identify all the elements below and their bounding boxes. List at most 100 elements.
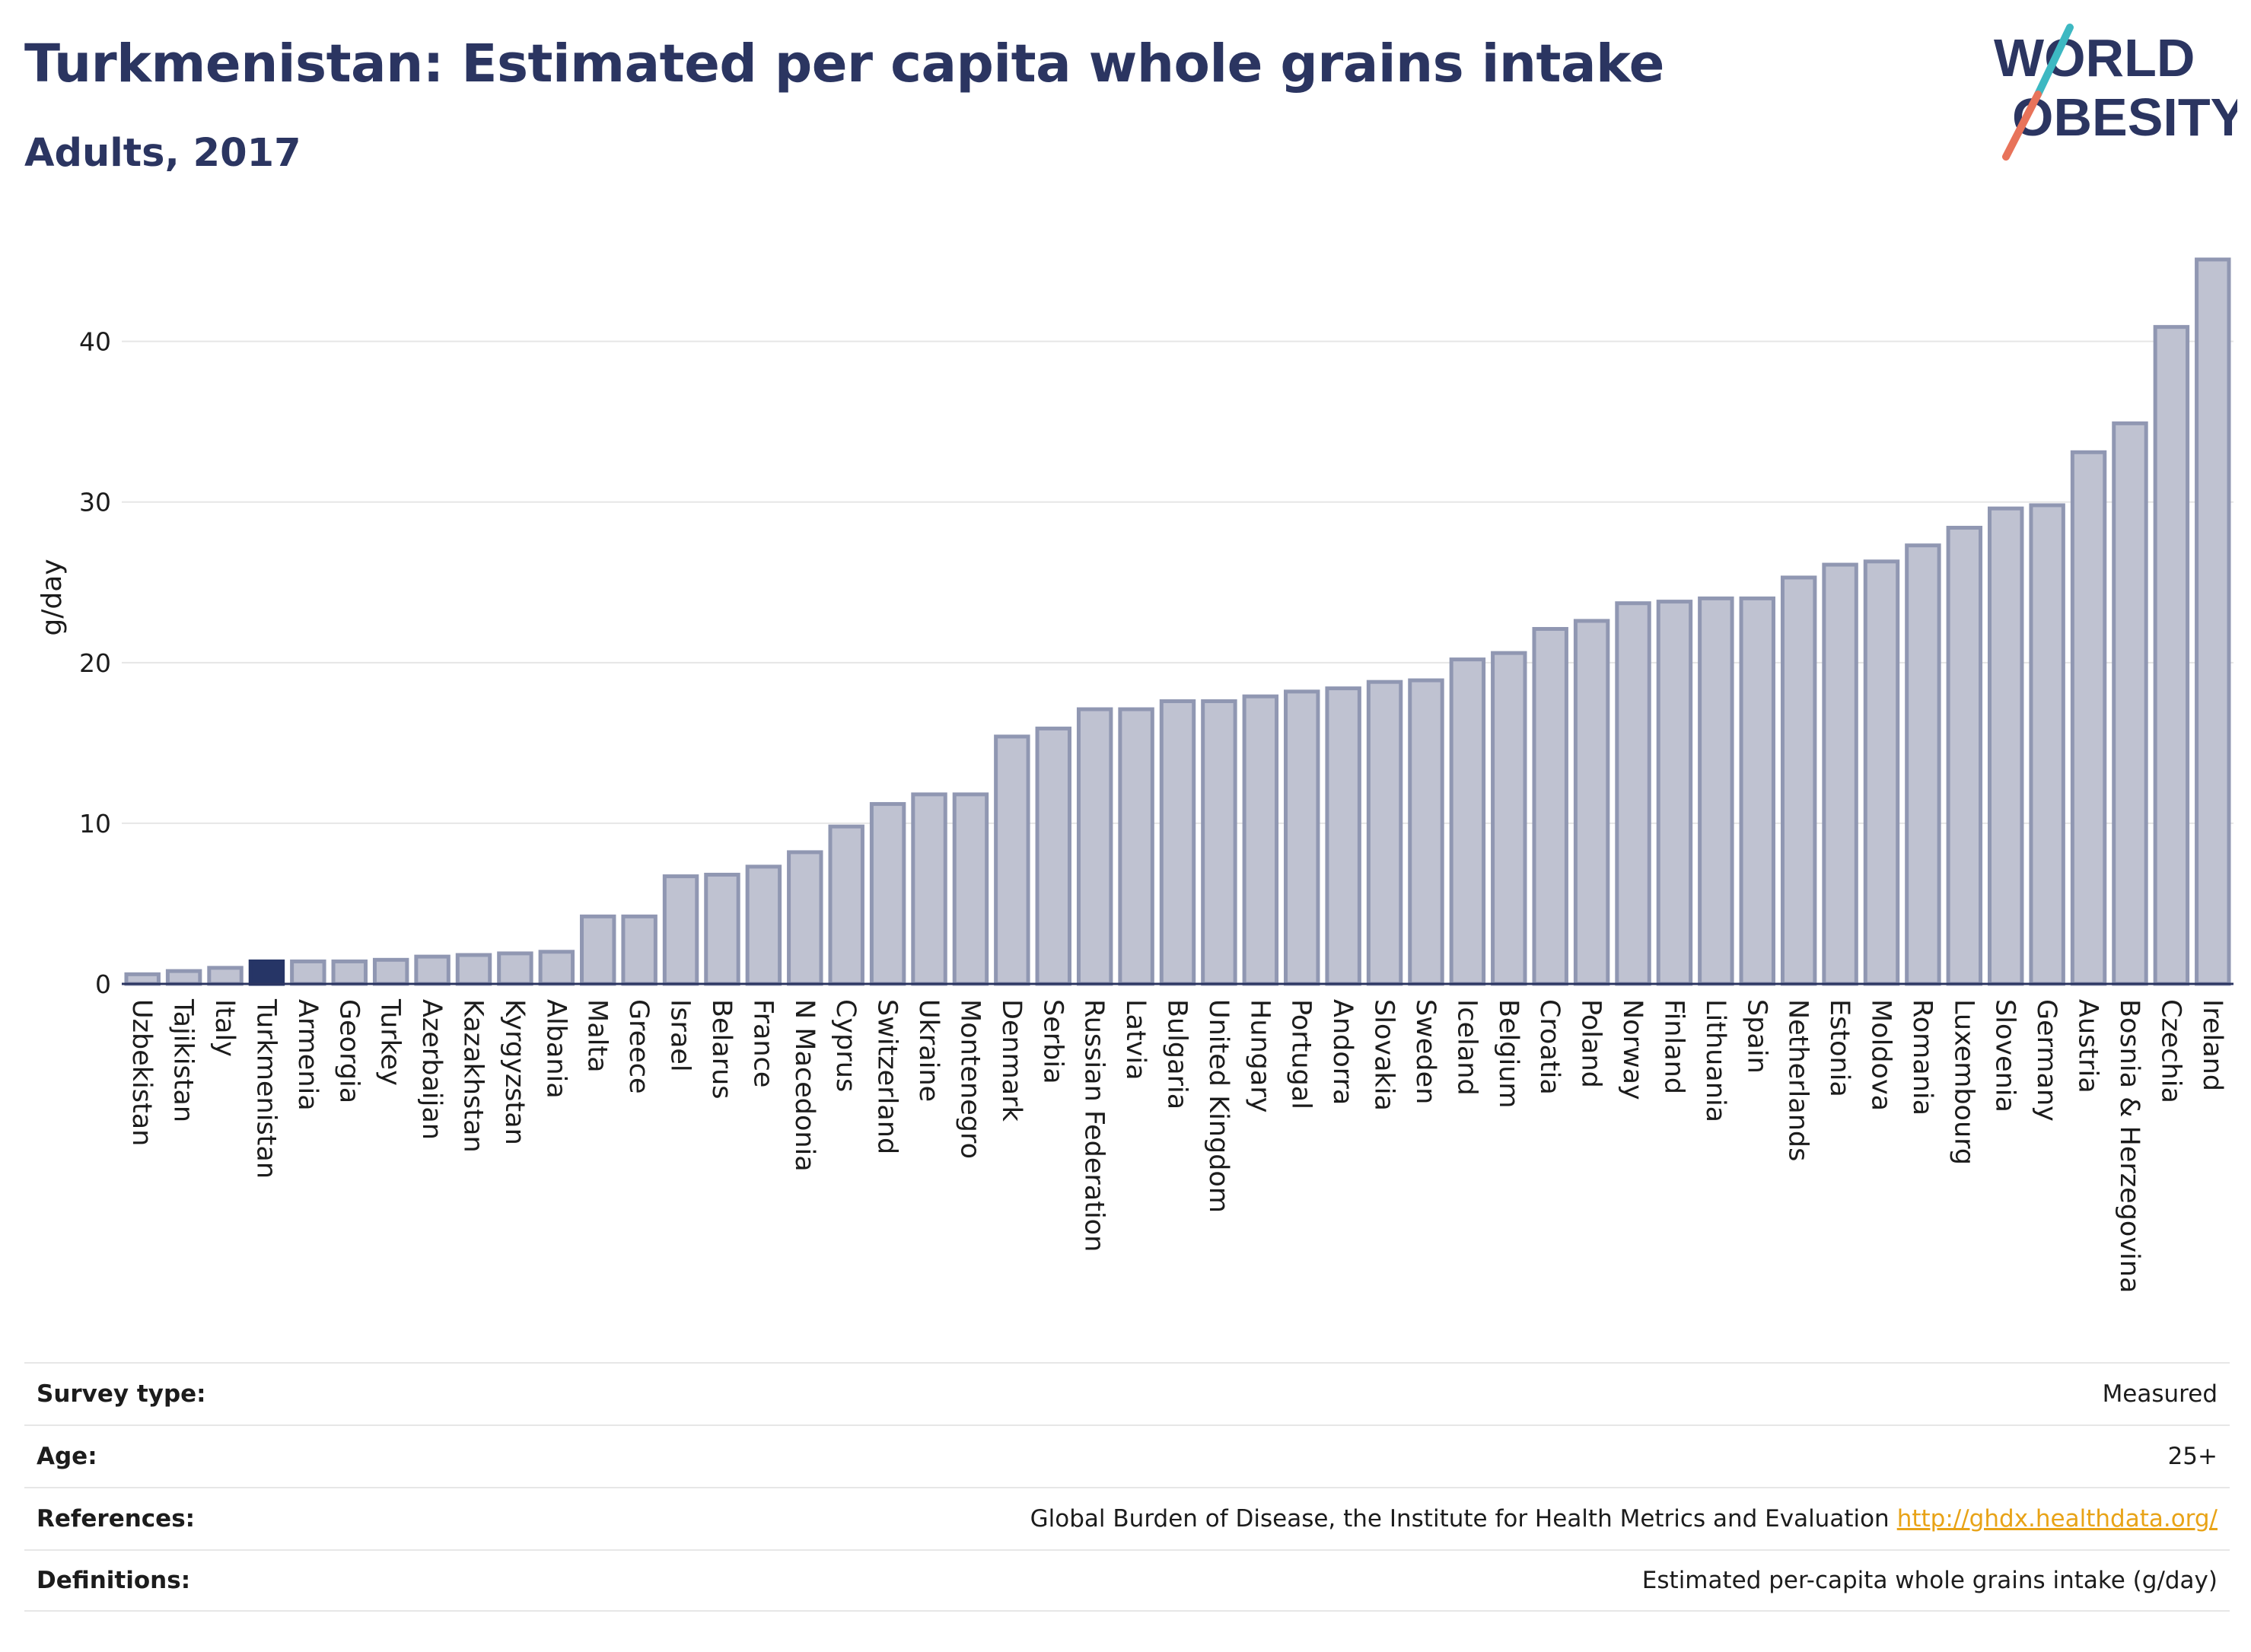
x-tick-label: Finland [1658,999,1689,1094]
x-tick-label: Greece [623,999,654,1094]
x-tick-label: Lithuania [1700,999,1730,1122]
bar [372,957,409,986]
y-tick-label: 10 [79,809,111,839]
info-label: Survey type: [37,1380,206,1408]
bar [2029,503,2065,986]
x-tick-label: Estonia [1824,999,1855,1097]
x-tick-label: Serbia [1037,999,1068,1084]
bar [1822,562,1858,986]
bar [1118,707,1154,986]
info-value: Measured [2102,1380,2218,1408]
bar [1615,601,1651,986]
x-tick-label: Turkmenistan [250,998,281,1179]
x-tick-label: Netherlands [1783,999,1813,1161]
x-tick-label: Ukraine [913,999,944,1102]
bar [1076,707,1113,986]
info-label: Age: [37,1443,97,1470]
x-tick-label: France [747,999,778,1087]
x-tick-label: Malta [582,999,613,1073]
x-tick-label: Luxembourg [1948,999,1979,1165]
bar [787,850,823,986]
info-table: Survey type: Measured Age: 25+ Reference… [24,1362,2230,1612]
bar [1656,600,1693,986]
info-row-definitions: Definitions: Estimated per-capita whole … [24,1549,2230,1612]
x-tick-label: Russian Federation [1079,999,1110,1252]
x-tick-label: Albania [540,999,571,1099]
info-label: References: [37,1505,196,1533]
bar [869,802,906,986]
bar [124,972,161,986]
bar [1532,626,1568,986]
bar [1325,686,1361,986]
x-tick-label: Belgium [1493,999,1523,1109]
x-tick-label: Switzerland [872,999,903,1154]
bar [952,792,989,986]
bar [2153,325,2190,986]
bar [828,824,864,986]
x-tick-label: Portugal [1286,999,1317,1109]
x-tick-label: Tajikistan [168,998,199,1122]
x-tick-label: Hungary [1244,999,1275,1112]
y-axis-label: g/day [37,559,68,635]
bar [1366,680,1403,986]
bar [580,914,616,986]
world-obesity-logo: WORLD OBESITY [1994,24,2237,161]
x-tick-label: Turkey [375,998,406,1086]
x-tick-label: Israel [665,999,696,1072]
bar [331,959,368,986]
page-subtitle: Adults, 2017 [24,131,301,176]
x-tick-label: Andorra [1327,999,1358,1105]
x-tick-label: Italy [209,999,240,1057]
reference-link[interactable]: http://ghdx.healthdata.org/ [1896,1505,2218,1533]
x-tick-label: Azerbaijan [416,999,447,1140]
bar [1739,596,1775,986]
x-tick-label: Bosnia & Herzegovina [2114,999,2144,1293]
bar [497,951,533,986]
x-tick-label: Denmark [996,999,1027,1122]
info-row-survey-type: Survey type: Measured [24,1362,2230,1424]
x-tick-label: Belarus [706,999,737,1100]
bar [2112,421,2148,986]
x-tick-label: Poland [1576,999,1606,1088]
x-tick-label: Kyrgyzstan [499,999,530,1145]
x-tick-label: Sweden [1410,999,1441,1104]
x-tick-label: Croatia [1534,999,1565,1095]
bar [1449,657,1486,986]
x-tick-label: Bulgaria [1162,999,1192,1109]
x-tick-label: Germany [2031,999,2062,1122]
x-tick-label: Moldova [1866,999,1896,1111]
bar [455,953,492,986]
info-row-references: References: Global Burden of Disease, th… [24,1487,2230,1549]
info-value-references: Global Burden of Disease, the Institute … [1030,1505,2218,1533]
bar [1863,559,1900,986]
x-tick-label: Uzbekistan [126,999,157,1146]
x-tick-label: Ireland [2197,999,2227,1091]
bar [1159,699,1196,986]
x-tick-label: Georgia [333,999,364,1103]
x-tick-label: Latvia [1120,999,1151,1081]
info-label: Definitions: [37,1567,191,1594]
x-tick-label: Armenia [292,999,323,1111]
bar [1201,699,1237,986]
info-row-age: Age: 25+ [24,1424,2230,1487]
info-value: Estimated per-capita whole grains intake… [1641,1567,2218,1594]
bar [621,914,657,986]
bar [662,874,699,986]
logo-text-world: WORLD [1994,28,2195,88]
bar [1905,543,1941,986]
bar [207,966,244,986]
bar [1491,651,1527,986]
page-title: Turkmenistan: Estimated per capita whole… [24,33,1664,94]
bar [248,959,285,986]
x-tick-label: United Kingdom [1203,999,1234,1213]
x-tick-label: Spain [1741,999,1772,1074]
bar [911,792,947,986]
bar-chart: 0 10 20 30 40 g/day Uzbekistan Tajikistan Italy T… [37,257,2233,1293]
x-tick-label: Romania [1907,999,1937,1116]
bar [1408,678,1444,986]
x-tick-label: Cyprus [830,999,861,1092]
x-tick-label: Czechia [2155,999,2186,1103]
bar [994,734,1030,986]
info-value: 25+ [2167,1443,2218,1470]
bar [538,950,575,986]
